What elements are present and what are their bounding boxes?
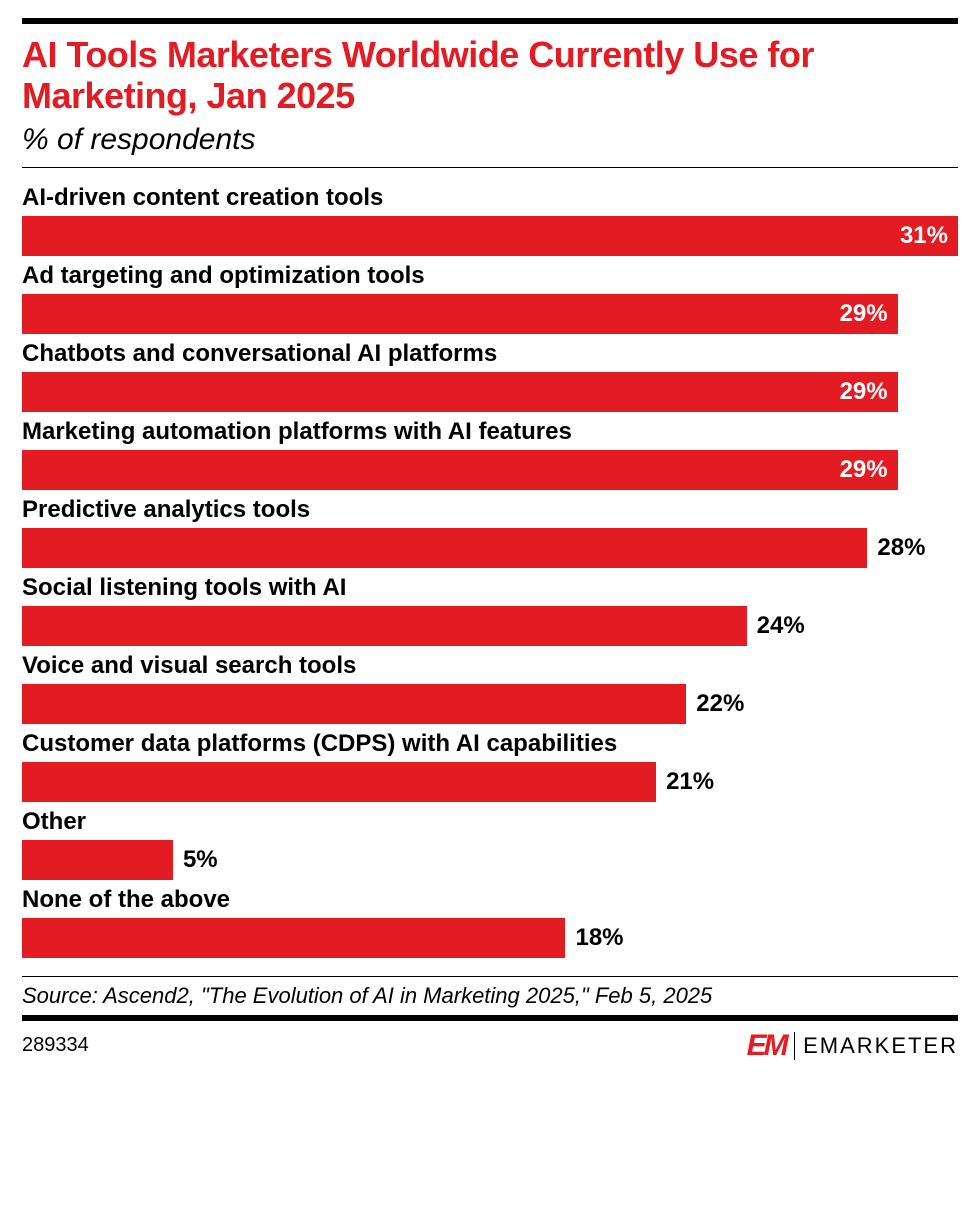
ref-number: 289334 bbox=[22, 1034, 89, 1057]
bar-value: 24% bbox=[757, 612, 805, 640]
bar-fill: 29% bbox=[22, 450, 898, 490]
bar-fill: 29% bbox=[22, 372, 898, 412]
bar-fill bbox=[22, 762, 656, 802]
bar-group: Ad targeting and optimization tools 29% bbox=[22, 262, 958, 334]
bar-fill bbox=[22, 606, 747, 646]
bar-value: 31% bbox=[900, 222, 948, 250]
bar-group: Social listening tools with AI 24% bbox=[22, 574, 958, 646]
bar-track: 21% bbox=[22, 762, 958, 802]
bar-fill bbox=[22, 684, 686, 724]
bar-label: Marketing automation platforms with AI f… bbox=[22, 418, 958, 446]
bar-track: 18% bbox=[22, 918, 958, 958]
bar-label: Voice and visual search tools bbox=[22, 652, 958, 680]
bar-track: 28% bbox=[22, 528, 958, 568]
logo-divider bbox=[794, 1032, 796, 1060]
footer-bottom: 289334 EM EMARKETER bbox=[22, 1029, 958, 1063]
bar-group: Customer data platforms (CDPS) with AI c… bbox=[22, 730, 958, 802]
bar-label: Predictive analytics tools bbox=[22, 496, 958, 524]
bar-track: 29% bbox=[22, 294, 958, 334]
bar-track: 29% bbox=[22, 372, 958, 412]
bar-value: 5% bbox=[183, 846, 218, 874]
bar-value: 29% bbox=[840, 456, 888, 484]
bar-group: Voice and visual search tools 22% bbox=[22, 652, 958, 724]
bar-track: 22% bbox=[22, 684, 958, 724]
bar-track: 24% bbox=[22, 606, 958, 646]
brand-logo: EM EMARKETER bbox=[747, 1029, 958, 1063]
bar-value: 18% bbox=[575, 924, 623, 952]
bar-group: AI-driven content creation tools 31% bbox=[22, 184, 958, 256]
footer-rule bbox=[22, 976, 958, 977]
bar-value: 29% bbox=[840, 378, 888, 406]
bar-fill bbox=[22, 528, 867, 568]
bottom-rule bbox=[22, 1015, 958, 1021]
bar-label: Ad targeting and optimization tools bbox=[22, 262, 958, 290]
bar-track: 31% bbox=[22, 216, 958, 256]
chart-container: AI Tools Marketers Worldwide Currently U… bbox=[0, 0, 980, 1077]
bar-group: Chatbots and conversational AI platforms… bbox=[22, 340, 958, 412]
bar-label: Social listening tools with AI bbox=[22, 574, 958, 602]
bar-label: AI-driven content creation tools bbox=[22, 184, 958, 212]
logo-text: EMARKETER bbox=[803, 1033, 958, 1059]
bar-value: 28% bbox=[877, 534, 925, 562]
bar-fill: 29% bbox=[22, 294, 898, 334]
top-rule bbox=[22, 18, 958, 24]
bar-group: Other 5% bbox=[22, 808, 958, 880]
bar-label: None of the above bbox=[22, 886, 958, 914]
bar-track: 29% bbox=[22, 450, 958, 490]
bar-fill bbox=[22, 918, 565, 958]
bar-fill: 31% bbox=[22, 216, 958, 256]
bar-track: 5% bbox=[22, 840, 958, 880]
bar-value: 22% bbox=[696, 690, 744, 718]
chart-subtitle: % of respondents bbox=[22, 123, 958, 157]
bar-label: Customer data platforms (CDPS) with AI c… bbox=[22, 730, 958, 758]
bars-region: AI-driven content creation tools 31% Ad ta… bbox=[22, 184, 958, 964]
bar-label: Chatbots and conversational AI platforms bbox=[22, 340, 958, 368]
bar-fill bbox=[22, 840, 173, 880]
header-rule bbox=[22, 167, 958, 168]
chart-title: AI Tools Marketers Worldwide Currently U… bbox=[22, 34, 958, 117]
source-text: Source: Ascend2, "The Evolution of AI in… bbox=[22, 983, 958, 1009]
bar-label: Other bbox=[22, 808, 958, 836]
bar-group: None of the above 18% bbox=[22, 886, 958, 958]
bar-value: 29% bbox=[840, 300, 888, 328]
bar-group: Predictive analytics tools 28% bbox=[22, 496, 958, 568]
logo-mark: EM bbox=[747, 1029, 786, 1063]
bar-group: Marketing automation platforms with AI f… bbox=[22, 418, 958, 490]
bar-value: 21% bbox=[666, 768, 714, 796]
